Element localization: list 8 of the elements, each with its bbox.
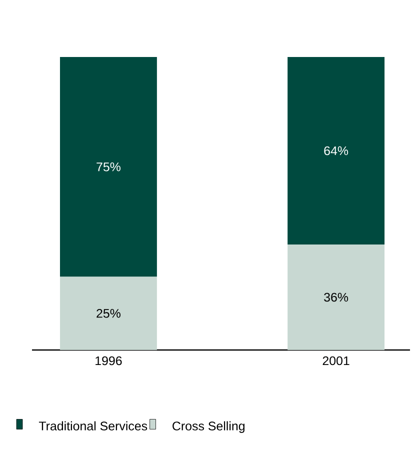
data-label: 64% — [324, 146, 348, 156]
legend-label: Traditional Services — [38, 421, 148, 430]
data-label: 36% — [324, 292, 348, 302]
x-tick-label: 1996 — [96, 356, 122, 366]
x-tick-label: 2001 — [322, 356, 350, 366]
data-label: 25% — [96, 308, 120, 318]
data-label: 75% — [96, 162, 120, 172]
legend-label: Cross Selling — [172, 421, 244, 433]
